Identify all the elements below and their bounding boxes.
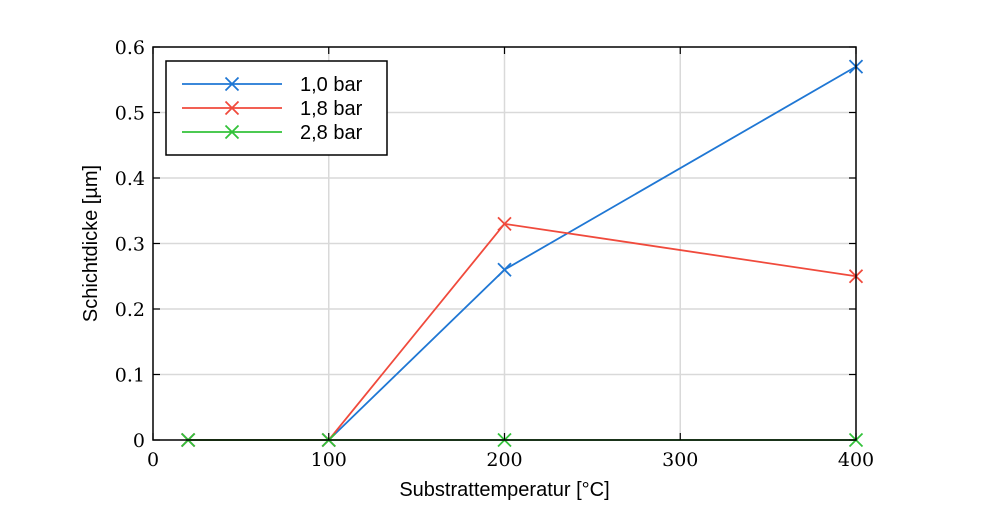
legend-label: 2,8 bar bbox=[300, 122, 363, 144]
x-tick-label: 0 bbox=[147, 449, 159, 471]
x-tick-label: 100 bbox=[311, 449, 347, 471]
x-axis-title: Substrattemperatur [°C] bbox=[399, 479, 609, 501]
y-tick-label: 0.3 bbox=[115, 234, 145, 256]
legend-item: 2,8 bar bbox=[182, 122, 363, 144]
legend-label: 1,8 bar bbox=[300, 98, 363, 120]
data-point bbox=[497, 216, 512, 231]
x-tick-label: 300 bbox=[662, 449, 698, 471]
x-tick-label: 200 bbox=[486, 449, 522, 471]
tick-labels: 0 100 200 300 400 0 0.1 0.2 0.3 0.4 0.5 0.6 bbox=[115, 37, 874, 471]
y-tick-label: 0.1 bbox=[115, 365, 145, 387]
series-line bbox=[188, 222, 857, 441]
legend-marker bbox=[224, 100, 240, 116]
data-point bbox=[497, 262, 512, 277]
legend-item: 1,0 bar bbox=[182, 74, 363, 96]
legend-marker bbox=[224, 76, 240, 92]
legend-marker bbox=[224, 124, 240, 140]
y-axis-title: Schichtdicke [µm] bbox=[80, 165, 102, 322]
y-tick-label: 0.6 bbox=[115, 37, 145, 59]
y-tick-label: 0.5 bbox=[115, 103, 145, 125]
grid bbox=[153, 47, 856, 440]
legend-label: 1,0 bar bbox=[300, 74, 363, 96]
y-tick-label: 0 bbox=[133, 430, 145, 452]
ticks bbox=[152, 46, 857, 441]
y-tick-label: 0.4 bbox=[115, 168, 145, 190]
series-2 bbox=[181, 216, 864, 448]
x-tick-label: 400 bbox=[838, 449, 874, 471]
legend-item: 1,8 bar bbox=[182, 98, 363, 120]
y-tick-label: 0.2 bbox=[115, 299, 145, 321]
